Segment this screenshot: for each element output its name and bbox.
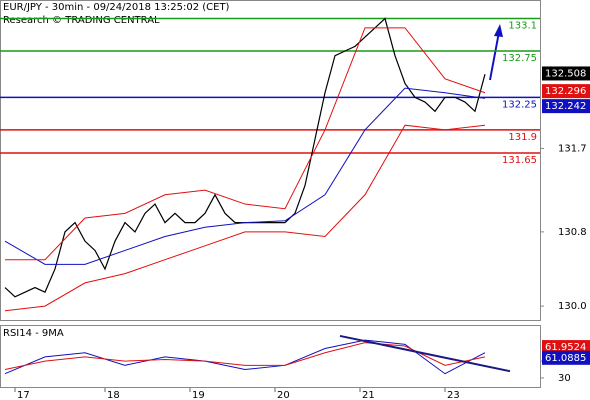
level-label: 131.9 (508, 132, 537, 143)
x-tick-label: 21 (362, 390, 375, 400)
series-line (5, 27, 486, 261)
arrow (489, 31, 500, 81)
rsi-panel (0, 325, 541, 388)
series-line (4, 17, 486, 298)
price-tag (542, 340, 590, 355)
series-line (4, 87, 486, 265)
x-tick-label: 20 (277, 390, 290, 400)
x-tick-label: 18 (107, 390, 120, 400)
level-label: 132.25 (502, 99, 537, 110)
price-tag-label: 132.242 (545, 101, 586, 112)
series-line (4, 342, 486, 371)
price-tag-label: 132.508 (545, 68, 586, 79)
series-line (339, 334, 511, 373)
price-tag (542, 66, 590, 81)
price-tag-label: 61.9524 (545, 342, 586, 353)
rsi-title: RSI14 - 9MA (3, 328, 64, 339)
price-tag (542, 99, 590, 114)
level-label: 133.1 (508, 21, 537, 32)
price-tag-label: 61.0885 (545, 353, 586, 364)
main-panel (0, 0, 541, 321)
price-tag (542, 84, 590, 99)
series-line (4, 339, 486, 375)
arrow-head (494, 24, 503, 37)
price-tag-label: 132.296 (545, 86, 586, 97)
x-tick-label: 17 (17, 390, 30, 400)
series-line (4, 124, 486, 312)
y-tick-label: 130.0 (558, 301, 587, 312)
level-label: 131.65 (502, 155, 537, 166)
price-tag (542, 350, 590, 365)
y-tick-label: 30 (558, 373, 571, 384)
chart-title: EUR/JPY - 30min - 09/24/2018 13:25:02 (C… (3, 2, 230, 13)
level-label: 132.75 (502, 53, 537, 64)
y-tick-label: 130.8 (558, 227, 587, 238)
x-tick-label: 23 (447, 390, 460, 400)
x-tick-label: 19 (192, 390, 205, 400)
chart-subtitle: Research © TRADING CENTRAL (3, 15, 160, 26)
y-tick-label: 131.7 (558, 143, 587, 154)
